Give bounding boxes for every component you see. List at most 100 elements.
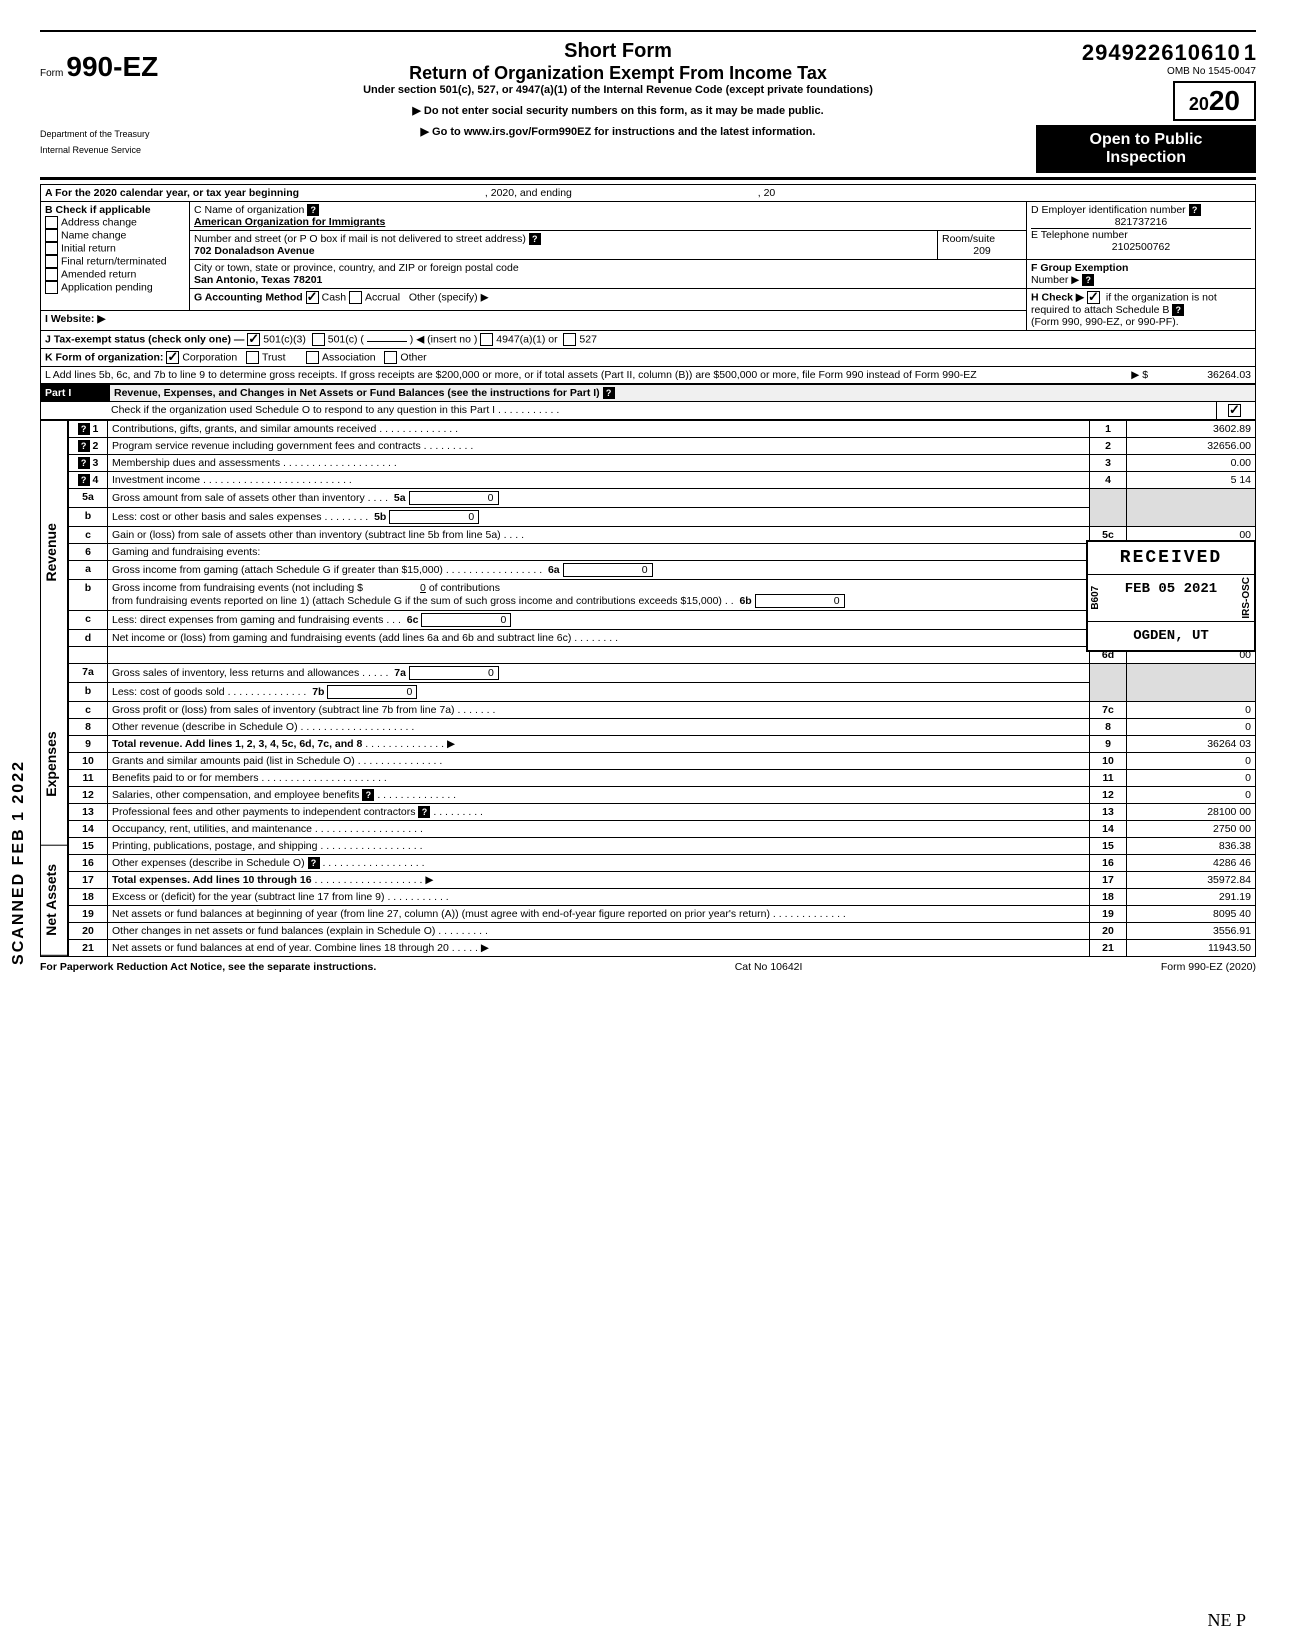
chk-corp[interactable] <box>166 351 179 364</box>
line-6a-box: 0 <box>563 563 653 577</box>
line-7b-box: 0 <box>327 685 417 699</box>
line-9-label: Total revenue. Add lines 1, 2, 3, 4, 5c,… <box>112 738 362 750</box>
line-13-label: Professional fees and other payments to … <box>112 806 416 818</box>
chk-address-change[interactable] <box>45 216 58 229</box>
side-revenue: Revenue <box>41 421 67 684</box>
section-a-mid: , 2020, and ending <box>485 187 572 199</box>
footer-left: For Paperwork Reduction Act Notice, see … <box>40 961 376 973</box>
chk-accrual[interactable] <box>349 291 362 304</box>
section-l-text: L Add lines 5b, 6c, and 7b to line 9 to … <box>45 369 977 381</box>
chk-other-org[interactable] <box>384 351 397 364</box>
help-icon[interactable]: ? <box>603 387 615 399</box>
line-6b-box: 0 <box>755 594 845 608</box>
line-2-label: Program service revenue including govern… <box>112 440 421 452</box>
line-7b-label: Less: cost of goods sold <box>112 686 225 698</box>
section-d-label: D Employer identification number <box>1031 204 1186 216</box>
line-19-val: 8095 40 <box>1127 906 1256 923</box>
line-6-label: Gaming and fundraising events: <box>108 544 1090 561</box>
line-6b-label2: from fundraising events reported on line… <box>112 595 722 607</box>
chk-527[interactable] <box>563 333 576 346</box>
chk-name-change[interactable] <box>45 229 58 242</box>
line-20-val: 3556.91 <box>1127 923 1256 940</box>
line-6d-label: Net income or (loss) from gaming and fun… <box>112 632 571 644</box>
section-j-label: J Tax-exempt status (check only one) — <box>45 333 244 345</box>
line-19-label: Net assets or fund balances at beginning… <box>112 908 770 920</box>
line-4-label: Investment income <box>112 474 200 486</box>
lbl-corp: Corporation <box>182 351 237 363</box>
help-icon[interactable]: ? <box>78 474 90 486</box>
room-label: Room/suite <box>942 233 995 245</box>
line-8-label: Other revenue (describe in Schedule O) <box>112 721 298 733</box>
title-short: Short Form <box>212 40 1024 63</box>
section-h-label: H Check ▶ <box>1031 291 1084 303</box>
side-expenses: Expenses <box>41 684 67 846</box>
dln-number: 294922610610 <box>1082 40 1241 65</box>
stamp-code: B607 <box>1088 575 1103 621</box>
lbl-assoc: Association <box>322 351 376 363</box>
lbl-4947: 4947(a)(1) or <box>496 333 557 345</box>
city-value: San Antonio, Texas 78201 <box>194 274 322 286</box>
line-18-label: Excess or (deficit) for the year (subtra… <box>112 891 385 903</box>
section-b-label: B Check if applicable <box>45 204 151 216</box>
chk-501c[interactable] <box>312 333 325 346</box>
line-5a-box: 0 <box>409 491 499 505</box>
line-17-val: 35972.84 <box>1127 872 1256 889</box>
chk-sched-b[interactable] <box>1087 291 1100 304</box>
chk-app-pending[interactable] <box>45 281 58 294</box>
line-2-val: 32656.00 <box>1127 438 1256 455</box>
help-icon[interactable]: ? <box>1189 204 1201 216</box>
title-sub: Under section 501(c), 527, or 4947(a)(1)… <box>212 84 1024 96</box>
scanned-stamp: SCANNED FEB 1 2022 <box>10 760 28 965</box>
help-icon[interactable]: ? <box>529 233 541 245</box>
help-icon[interactable]: ? <box>78 457 90 469</box>
line-8-val: 0 <box>1127 719 1256 736</box>
line-6b-mid: of contributions <box>429 582 500 594</box>
chk-final-return[interactable] <box>45 255 58 268</box>
addr-value: 702 Donaladson Avenue <box>194 245 315 257</box>
line-4-val: 5 14 <box>1127 472 1256 489</box>
lbl-amended: Amended return <box>61 268 136 280</box>
line-7a-box: 0 <box>409 666 499 680</box>
lbl-address-change: Address change <box>61 216 137 228</box>
line-15-val: 836.38 <box>1127 838 1256 855</box>
help-icon[interactable]: ? <box>418 806 430 818</box>
help-icon[interactable]: ? <box>78 423 90 435</box>
line-12-label: Salaries, other compensation, and employ… <box>112 789 359 801</box>
chk-initial-return[interactable] <box>45 242 58 255</box>
line-6b-contrib: 0 <box>366 582 426 594</box>
line-21-label: Net assets or fund balances at end of ye… <box>112 942 449 954</box>
line-15-label: Printing, publications, postage, and shi… <box>112 840 317 852</box>
help-icon[interactable]: ? <box>362 789 374 801</box>
help-icon[interactable]: ? <box>307 204 319 216</box>
chk-sched-o[interactable] <box>1228 404 1241 417</box>
help-icon[interactable]: ? <box>1082 274 1094 286</box>
chk-amended[interactable] <box>45 268 58 281</box>
chk-cash[interactable] <box>306 291 319 304</box>
line-7c-val: 0 <box>1127 702 1256 719</box>
open-public-2: Inspection <box>1046 149 1246 167</box>
line-6c-label: Less: direct expenses from gaming and fu… <box>112 614 383 626</box>
line-9-val: 36264 03 <box>1127 736 1256 753</box>
lbl-initial-return: Initial return <box>61 242 116 254</box>
line-17-label: Total expenses. Add lines 10 through 16 <box>112 874 312 886</box>
line-7c-label: Gross profit or (loss) from sales of inv… <box>112 704 455 716</box>
page-number: 1 <box>1244 40 1256 65</box>
h-sub: (Form 990, 990-EZ, or 990-PF). <box>1031 316 1179 328</box>
section-k-label: K Form of organization: <box>45 351 163 363</box>
chk-4947[interactable] <box>480 333 493 346</box>
chk-501c3[interactable] <box>247 333 260 346</box>
chk-trust[interactable] <box>246 351 259 364</box>
lbl-name-change: Name change <box>61 229 126 241</box>
line-10-label: Grants and similar amounts paid (list in… <box>112 755 355 767</box>
line-1-label: Contributions, gifts, grants, and simila… <box>112 423 376 435</box>
lbl-final-return: Final return/terminated <box>61 255 167 267</box>
footer-right: Form 990-EZ (2020) <box>1161 961 1256 973</box>
line-5c-label: Gain or (loss) from sale of assets other… <box>112 529 501 541</box>
line-21-val: 11943.50 <box>1127 940 1256 957</box>
section-c-label: C Name of organization <box>194 204 304 216</box>
help-icon[interactable]: ? <box>308 857 320 869</box>
chk-assoc[interactable] <box>306 351 319 364</box>
side-netassets: Net Assets <box>41 845 67 956</box>
help-icon[interactable]: ? <box>1172 304 1184 316</box>
help-icon[interactable]: ? <box>78 440 90 452</box>
